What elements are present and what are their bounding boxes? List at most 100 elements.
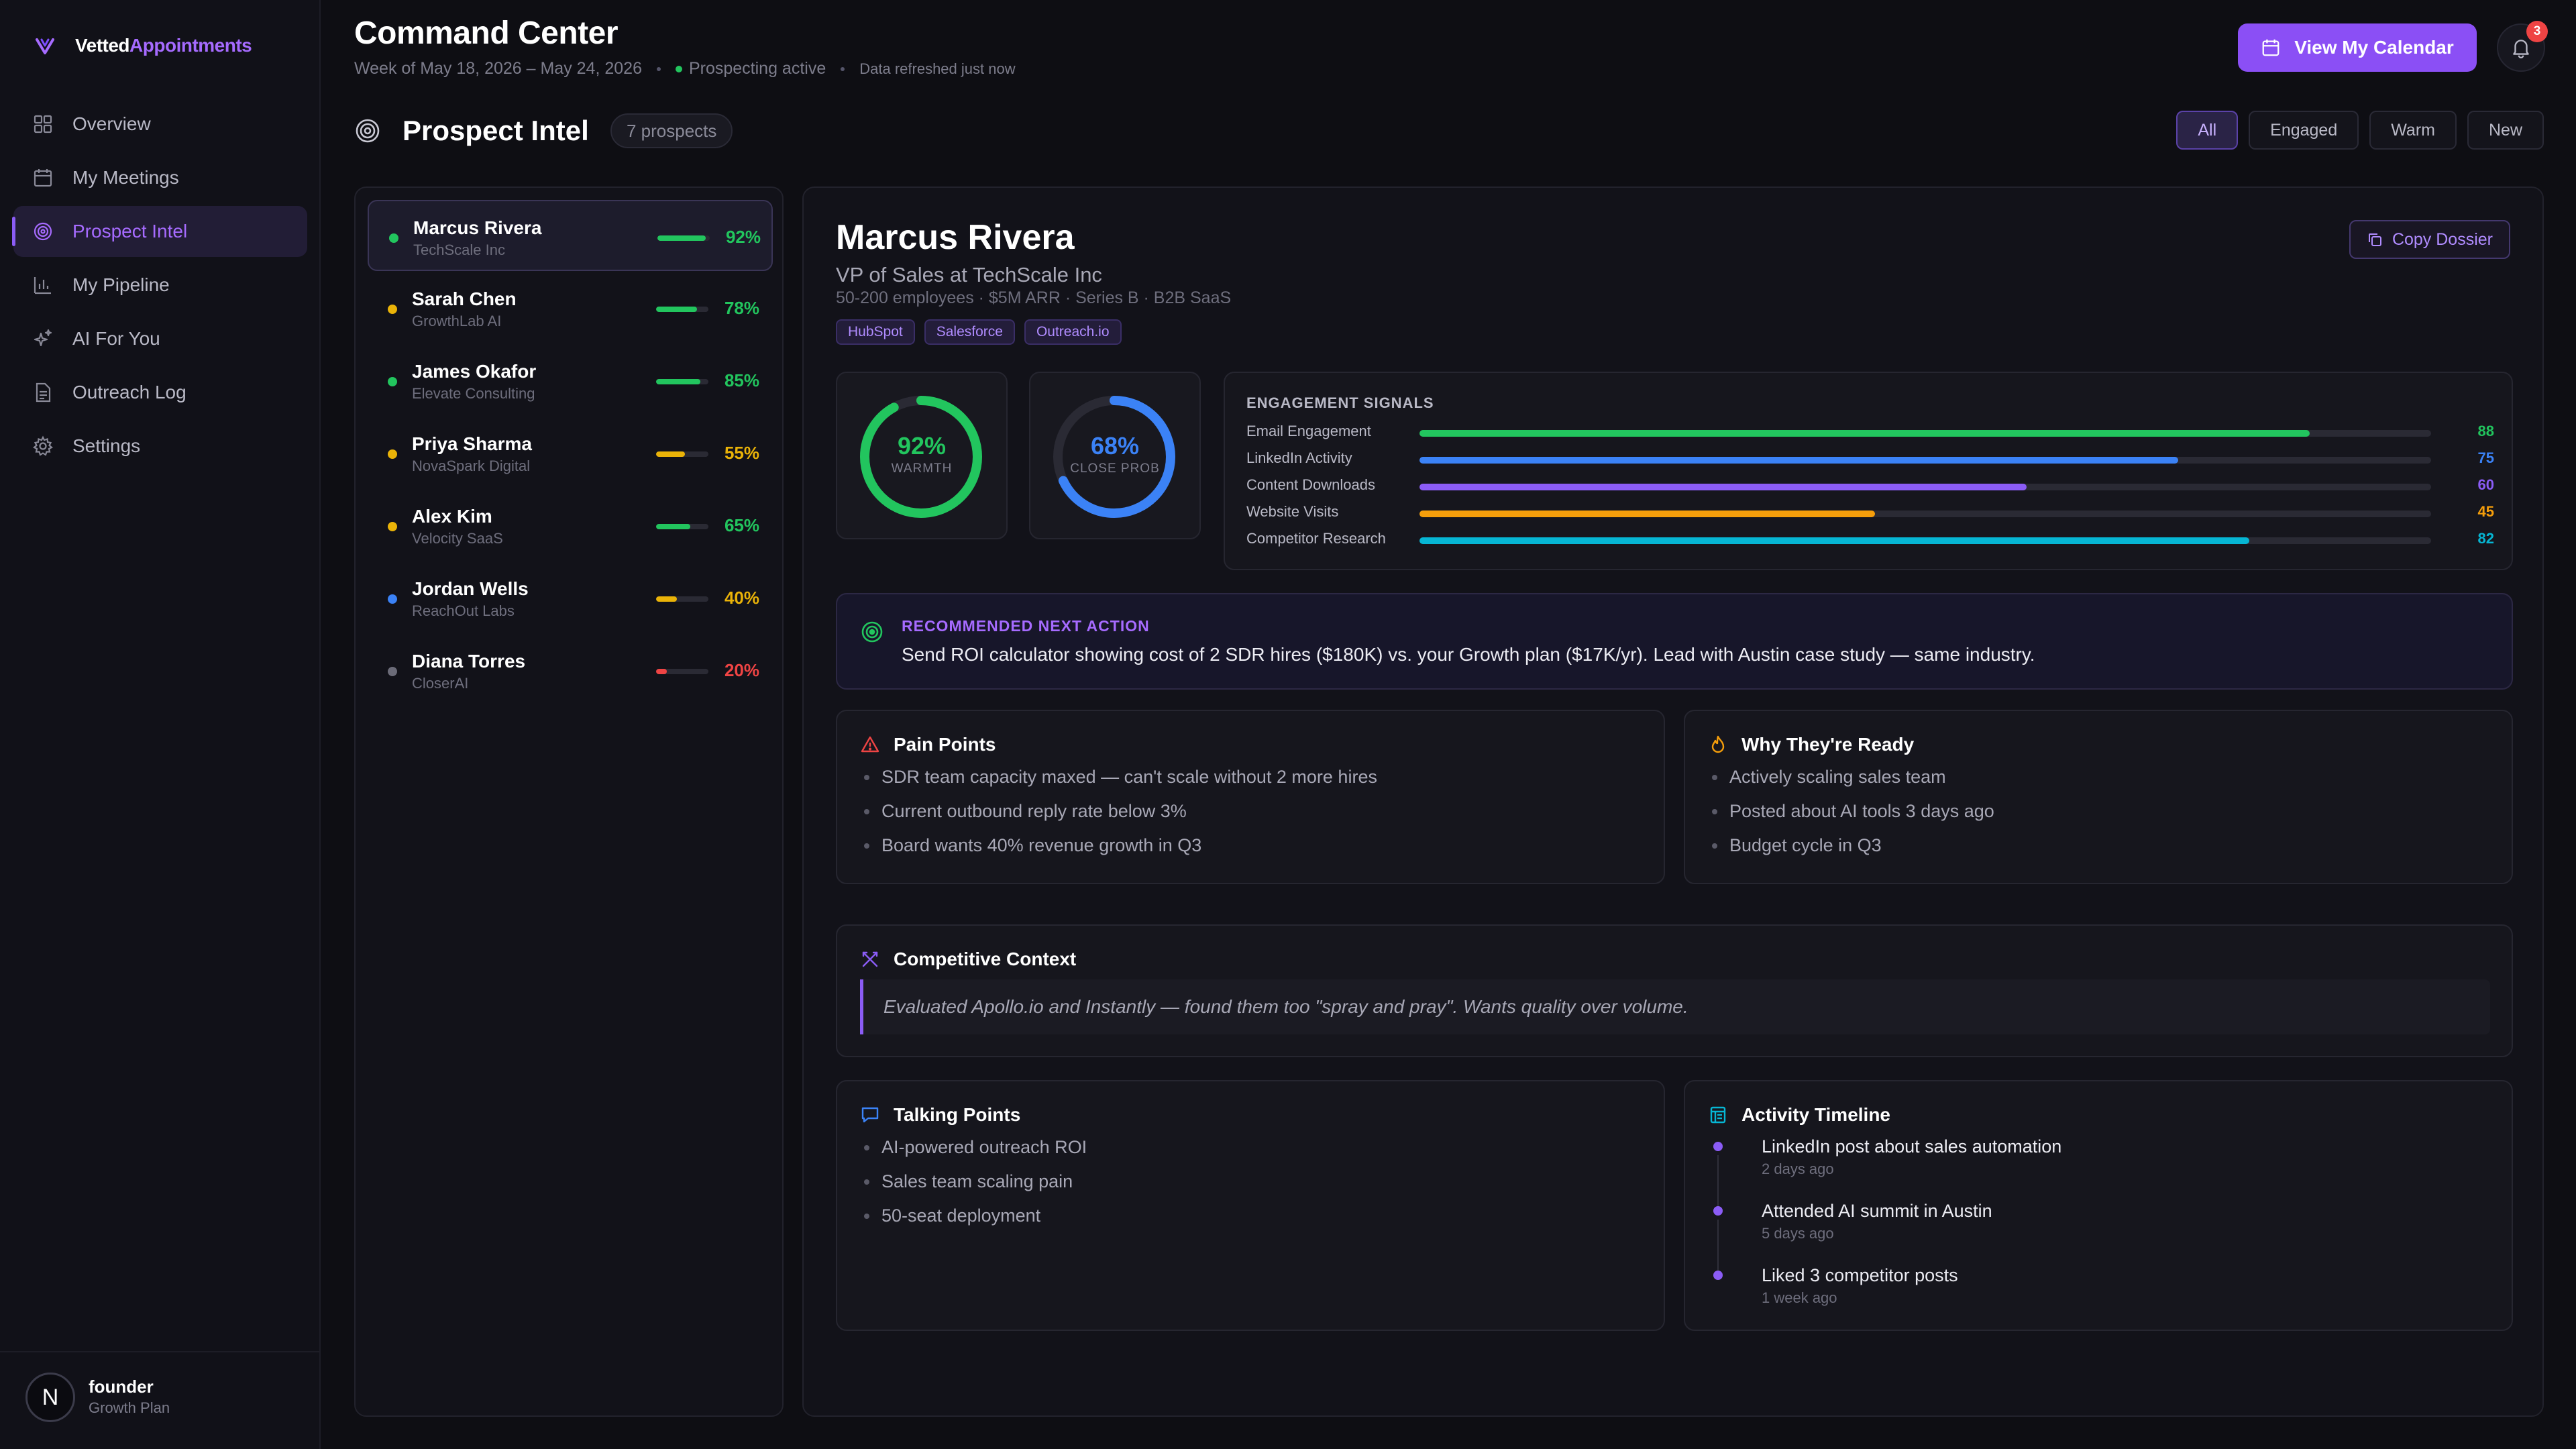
sidebar-item-label: Prospect Intel (72, 221, 188, 241)
view-calendar-button[interactable]: View My Calendar (2238, 23, 2477, 72)
prospect-company: TechScale Inc (413, 241, 505, 258)
avatar: N (25, 1373, 75, 1422)
timeline-list: LinkedIn post about sales automation 2 d… (1708, 1135, 2061, 1328)
list-item: SDR team capacity maxed — can't scale wi… (864, 765, 1377, 799)
notifications-button[interactable]: 3 (2497, 21, 2548, 72)
signal-track (1419, 457, 2431, 464)
sidebar-item-label: My Pipeline (72, 274, 170, 295)
close-prob-ring (1053, 396, 1175, 518)
status-dot (675, 65, 682, 72)
prospect-score: 55% (724, 443, 759, 463)
sidebar-item-settings[interactable]: Settings (13, 421, 307, 472)
timeline-item-time: 1 week ago (1762, 1289, 1837, 1306)
logo-icon (36, 38, 54, 54)
sidebar-item-overview[interactable]: Overview (13, 99, 307, 150)
tag-outreach: Outreach.io (1024, 319, 1122, 345)
sidebar-item-outreach-log[interactable]: Outreach Log (13, 367, 307, 418)
prospect-item[interactable]: Diana Torres CloserAI 20% (368, 635, 773, 706)
brand-name: VettedAppointments (75, 35, 252, 56)
activity-timeline-title: Activity Timeline (1741, 1104, 1891, 1125)
sidebar-item-label: Overview (72, 113, 151, 134)
signal-value: 45 (2477, 503, 2494, 520)
list-item: Board wants 40% revenue growth in Q3 (864, 833, 1377, 867)
filter-all[interactable]: All (2176, 111, 2239, 150)
score-bar (656, 451, 708, 457)
score-bar (656, 596, 708, 602)
copy-icon (2368, 233, 2381, 246)
prospect-company: Velocity SaaS (412, 530, 503, 547)
sidebar-item-prospect-intel[interactable]: Prospect Intel (12, 206, 307, 257)
prospect-detail: Marcus Rivera VP of Sales at TechScale I… (802, 186, 2544, 1417)
signal-bar (1419, 511, 1875, 517)
prospect-company: GrowthLab AI (412, 313, 502, 329)
header-subline: Week of May 18, 2026 – May 24, 2026 Pros… (354, 59, 1016, 78)
prospect-item[interactable]: Sarah Chen GrowthLab AI 78% (368, 272, 773, 343)
signal-value: 82 (2477, 530, 2494, 547)
signal-track (1419, 537, 2431, 544)
signal-label: Content Downloads (1246, 476, 1376, 493)
timeline-item: Attended AI summit in Austin 5 days ago (1708, 1199, 2061, 1271)
user-profile[interactable]: N founder Growth Plan (0, 1351, 321, 1449)
talking-points-list: AI-powered outreach ROI Sales team scali… (864, 1135, 1087, 1238)
status-dot (388, 377, 397, 386)
copy-dossier-button[interactable]: Copy Dossier (2349, 220, 2510, 259)
filter-new[interactable]: New (2467, 111, 2544, 150)
timeline-item-title: LinkedIn post about sales automation (1762, 1136, 2062, 1157)
list-item: Actively scaling sales team (1712, 765, 1994, 799)
sidebar-item-my-meetings[interactable]: My Meetings (13, 152, 307, 203)
document-icon (32, 382, 54, 403)
warmth-gauge: 92% WARMTH (836, 372, 1008, 539)
grid-icon (32, 113, 54, 135)
sidebar: VettedAppointments Overview My Meetings … (0, 0, 321, 1449)
pain-points-title: Pain Points (894, 734, 996, 755)
signal-row: Competitor Research 82 (1246, 530, 2494, 550)
user-name: founder (89, 1377, 154, 1397)
prospect-name: James Okafor (412, 361, 537, 382)
brand-logo[interactable]: VettedAppointments (34, 32, 252, 59)
warmth-arc (860, 396, 982, 518)
prospect-score: 65% (724, 515, 759, 535)
prospect-company: Elevate Consulting (412, 385, 535, 402)
status-dot (388, 305, 397, 314)
separator-dot (656, 66, 661, 71)
chat-icon (861, 1107, 879, 1123)
signal-value: 60 (2477, 476, 2494, 493)
list-item: 50-seat deployment (864, 1203, 1087, 1238)
swords-icon (862, 951, 878, 967)
tech-stack-tags: HubSpot Salesforce Outreach.io (836, 319, 1122, 345)
prospect-name: Priya Sharma (412, 433, 532, 454)
prospect-role: VP of Sales at TechScale Inc (836, 263, 1102, 286)
week-range: Week of May 18, 2026 – May 24, 2026 (354, 59, 642, 78)
competitive-context-header: Competitive Context (860, 949, 1076, 970)
status-dot (388, 449, 397, 459)
sidebar-item-label: Outreach Log (72, 382, 186, 402)
prospect-score: 20% (724, 660, 759, 680)
score-bar (656, 669, 708, 674)
prospect-score: 40% (724, 588, 759, 608)
timeline-item-title: Liked 3 competitor posts (1762, 1265, 1958, 1285)
list-item: Sales team scaling pain (864, 1169, 1087, 1203)
filter-engaged[interactable]: Engaged (2249, 111, 2359, 150)
prospect-score: 92% (725, 227, 761, 247)
signal-bar (1419, 537, 2249, 544)
prospect-name: Jordan Wells (412, 578, 529, 599)
bell-icon (2513, 40, 2529, 58)
engagement-signals: ENGAGEMENT SIGNALS Email Engagement 88 L… (1224, 372, 2513, 570)
notification-badge: 3 (2526, 21, 2548, 42)
prospect-item[interactable]: James Okafor Elevate Consulting 85% (368, 345, 773, 416)
prospect-item[interactable]: Jordan Wells ReachOut Labs 40% (368, 562, 773, 633)
list-item: Budget cycle in Q3 (1712, 833, 1994, 867)
close-probability-gauge: 68% CLOSE PROB (1029, 372, 1201, 539)
filter-warm[interactable]: Warm (2369, 111, 2457, 150)
prospect-item[interactable]: Alex Kim Velocity SaaS 65% (368, 490, 773, 561)
score-bar (656, 307, 708, 312)
talking-points-card: Talking Points AI-powered outreach ROI S… (836, 1080, 1665, 1331)
status-dot (388, 667, 397, 676)
recommended-action-label: RECOMMENDED NEXT ACTION (902, 617, 1150, 635)
sidebar-item-ai-for-you[interactable]: AI For You (13, 313, 307, 364)
prospect-item[interactable]: Marcus Rivera TechScale Inc 92% (368, 200, 773, 271)
sidebar-item-my-pipeline[interactable]: My Pipeline (13, 260, 307, 311)
target-icon (32, 221, 54, 242)
prospect-item[interactable]: Priya Sharma NovaSpark Digital 55% (368, 417, 773, 488)
copy-dossier-label: Copy Dossier (2392, 229, 2493, 249)
